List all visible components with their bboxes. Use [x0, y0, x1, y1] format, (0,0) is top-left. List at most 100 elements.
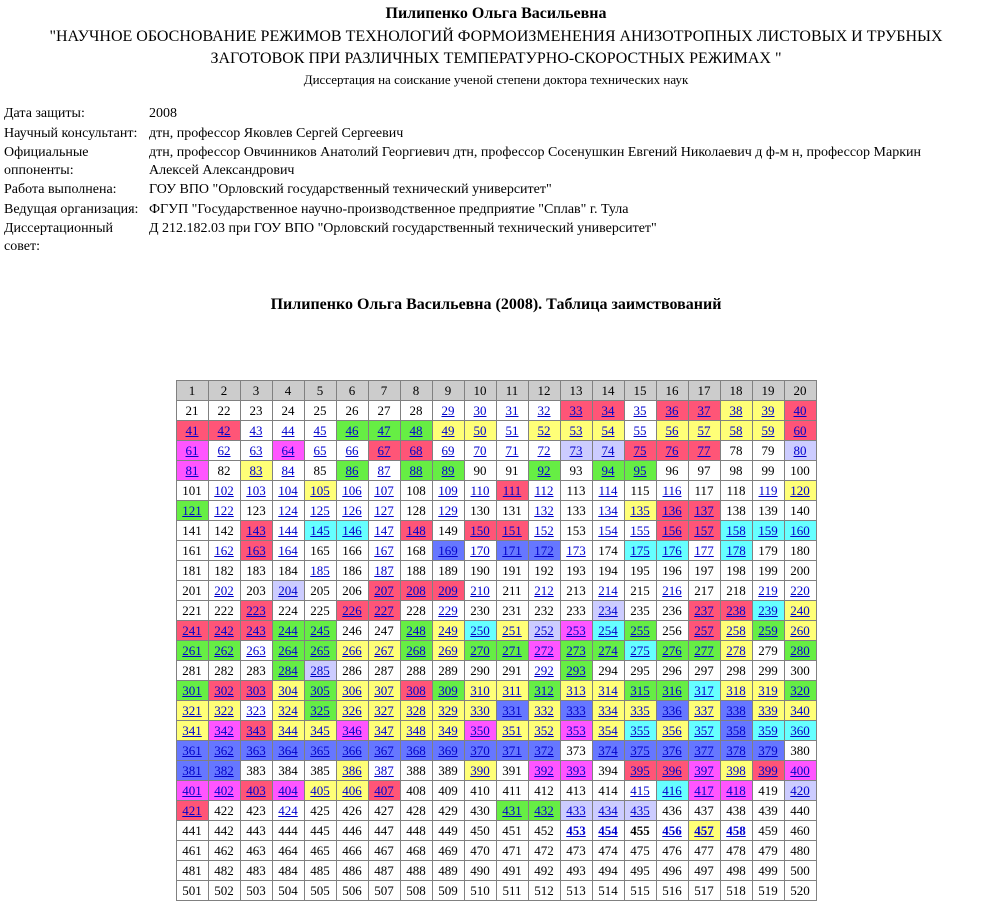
- grid-cell[interactable]: 171: [495, 540, 529, 562]
- page-link[interactable]: 309: [438, 683, 458, 699]
- page-link[interactable]: 248: [406, 623, 426, 639]
- page-link[interactable]: 62: [217, 443, 231, 459]
- grid-cell[interactable]: 239: [751, 600, 785, 622]
- page-link[interactable]: 51: [505, 423, 519, 439]
- grid-cell[interactable]: 277: [687, 640, 721, 662]
- grid-cell[interactable]: 248: [399, 620, 433, 642]
- page-link[interactable]: 251: [502, 623, 522, 639]
- page-link[interactable]: 349: [438, 723, 458, 739]
- grid-cell[interactable]: 386: [335, 760, 369, 782]
- grid-cell[interactable]: 151: [495, 520, 529, 542]
- grid-cell[interactable]: 285: [303, 660, 337, 682]
- grid-cell[interactable]: 342: [207, 720, 241, 742]
- grid-cell[interactable]: 319: [751, 680, 785, 702]
- page-link[interactable]: 159: [758, 523, 778, 539]
- page-link[interactable]: 293: [566, 663, 586, 679]
- grid-cell[interactable]: 245: [303, 620, 337, 642]
- page-link[interactable]: 304: [278, 683, 298, 699]
- page-link[interactable]: 172: [534, 543, 554, 559]
- page-link[interactable]: 403: [246, 783, 266, 799]
- page-link[interactable]: 145: [310, 523, 330, 539]
- grid-cell[interactable]: 431: [495, 800, 529, 822]
- grid-cell[interactable]: 94: [591, 460, 625, 482]
- grid-cell[interactable]: 249: [431, 620, 465, 642]
- grid-cell[interactable]: 407: [367, 780, 401, 802]
- grid-cell[interactable]: 308: [399, 680, 433, 702]
- grid-cell[interactable]: 325: [303, 700, 337, 722]
- grid-cell[interactable]: 352: [527, 720, 561, 742]
- page-link[interactable]: 241: [182, 623, 202, 639]
- grid-cell[interactable]: 226: [335, 600, 369, 622]
- page-link[interactable]: 175: [630, 543, 650, 559]
- grid-cell[interactable]: 155: [623, 520, 657, 542]
- page-link[interactable]: 454: [598, 823, 618, 839]
- page-link[interactable]: 162: [214, 543, 234, 559]
- page-link[interactable]: 375: [630, 743, 650, 759]
- grid-cell[interactable]: 278: [719, 640, 753, 662]
- grid-cell[interactable]: 402: [207, 780, 241, 802]
- grid-cell[interactable]: 424: [271, 800, 305, 822]
- grid-cell[interactable]: 421: [175, 800, 209, 822]
- page-link[interactable]: 330: [470, 703, 490, 719]
- grid-cell[interactable]: 106: [335, 480, 369, 502]
- grid-cell[interactable]: 432: [527, 800, 561, 822]
- grid-cell[interactable]: 379: [751, 740, 785, 762]
- grid-cell[interactable]: 322: [207, 700, 241, 722]
- page-link[interactable]: 94: [601, 463, 615, 479]
- page-link[interactable]: 252: [534, 623, 554, 639]
- grid-cell[interactable]: 284: [271, 660, 305, 682]
- page-link[interactable]: 434: [598, 803, 618, 819]
- grid-cell[interactable]: 154: [591, 520, 625, 542]
- grid-cell[interactable]: 416: [655, 780, 689, 802]
- page-link[interactable]: 456: [662, 823, 682, 839]
- page-link[interactable]: 67: [377, 443, 391, 459]
- page-link[interactable]: 73: [569, 443, 583, 459]
- grid-cell[interactable]: 347: [367, 720, 401, 742]
- grid-cell[interactable]: 38: [719, 400, 753, 422]
- grid-cell[interactable]: 147: [367, 520, 401, 542]
- grid-cell[interactable]: 129: [431, 500, 465, 522]
- page-link[interactable]: 431: [502, 803, 522, 819]
- page-link[interactable]: 368: [406, 743, 426, 759]
- grid-cell[interactable]: 216: [655, 580, 689, 602]
- page-link[interactable]: 416: [662, 783, 682, 799]
- grid-cell[interactable]: 292: [527, 660, 561, 682]
- page-link[interactable]: 114: [598, 483, 618, 499]
- page-link[interactable]: 127: [374, 503, 394, 519]
- grid-cell[interactable]: 84: [271, 460, 305, 482]
- grid-cell[interactable]: 398: [719, 760, 753, 782]
- page-link[interactable]: 37: [697, 403, 711, 419]
- page-link[interactable]: 387: [374, 763, 394, 779]
- grid-cell[interactable]: 148: [399, 520, 433, 542]
- grid-cell[interactable]: 381: [175, 760, 209, 782]
- grid-cell[interactable]: 405: [303, 780, 337, 802]
- grid-cell[interactable]: 327: [367, 700, 401, 722]
- grid-cell[interactable]: 453: [559, 820, 593, 842]
- grid-cell[interactable]: 313: [559, 680, 593, 702]
- grid-cell[interactable]: 400: [783, 760, 817, 782]
- grid-cell[interactable]: 305: [303, 680, 337, 702]
- page-link[interactable]: 374: [598, 743, 618, 759]
- page-link[interactable]: 458: [726, 823, 746, 839]
- page-link[interactable]: 42: [217, 423, 231, 439]
- grid-cell[interactable]: 227: [367, 600, 401, 622]
- page-link[interactable]: 36: [665, 403, 679, 419]
- grid-cell[interactable]: 219: [751, 580, 785, 602]
- page-link[interactable]: 89: [441, 463, 455, 479]
- grid-cell[interactable]: 344: [271, 720, 305, 742]
- page-link[interactable]: 116: [662, 483, 682, 499]
- page-link[interactable]: 171: [502, 543, 522, 559]
- grid-cell[interactable]: 76: [655, 440, 689, 462]
- grid-cell[interactable]: 366: [335, 740, 369, 762]
- page-link[interactable]: 83: [249, 463, 263, 479]
- grid-cell[interactable]: 36: [655, 400, 689, 422]
- page-link[interactable]: 405: [310, 783, 330, 799]
- page-link[interactable]: 44: [281, 423, 295, 439]
- page-link[interactable]: 320: [790, 683, 810, 699]
- grid-cell[interactable]: 46: [335, 420, 369, 442]
- grid-cell[interactable]: 209: [431, 580, 465, 602]
- page-link[interactable]: 229: [438, 603, 458, 619]
- grid-cell[interactable]: 103: [239, 480, 273, 502]
- page-link[interactable]: 278: [726, 643, 746, 659]
- grid-cell[interactable]: 369: [431, 740, 465, 762]
